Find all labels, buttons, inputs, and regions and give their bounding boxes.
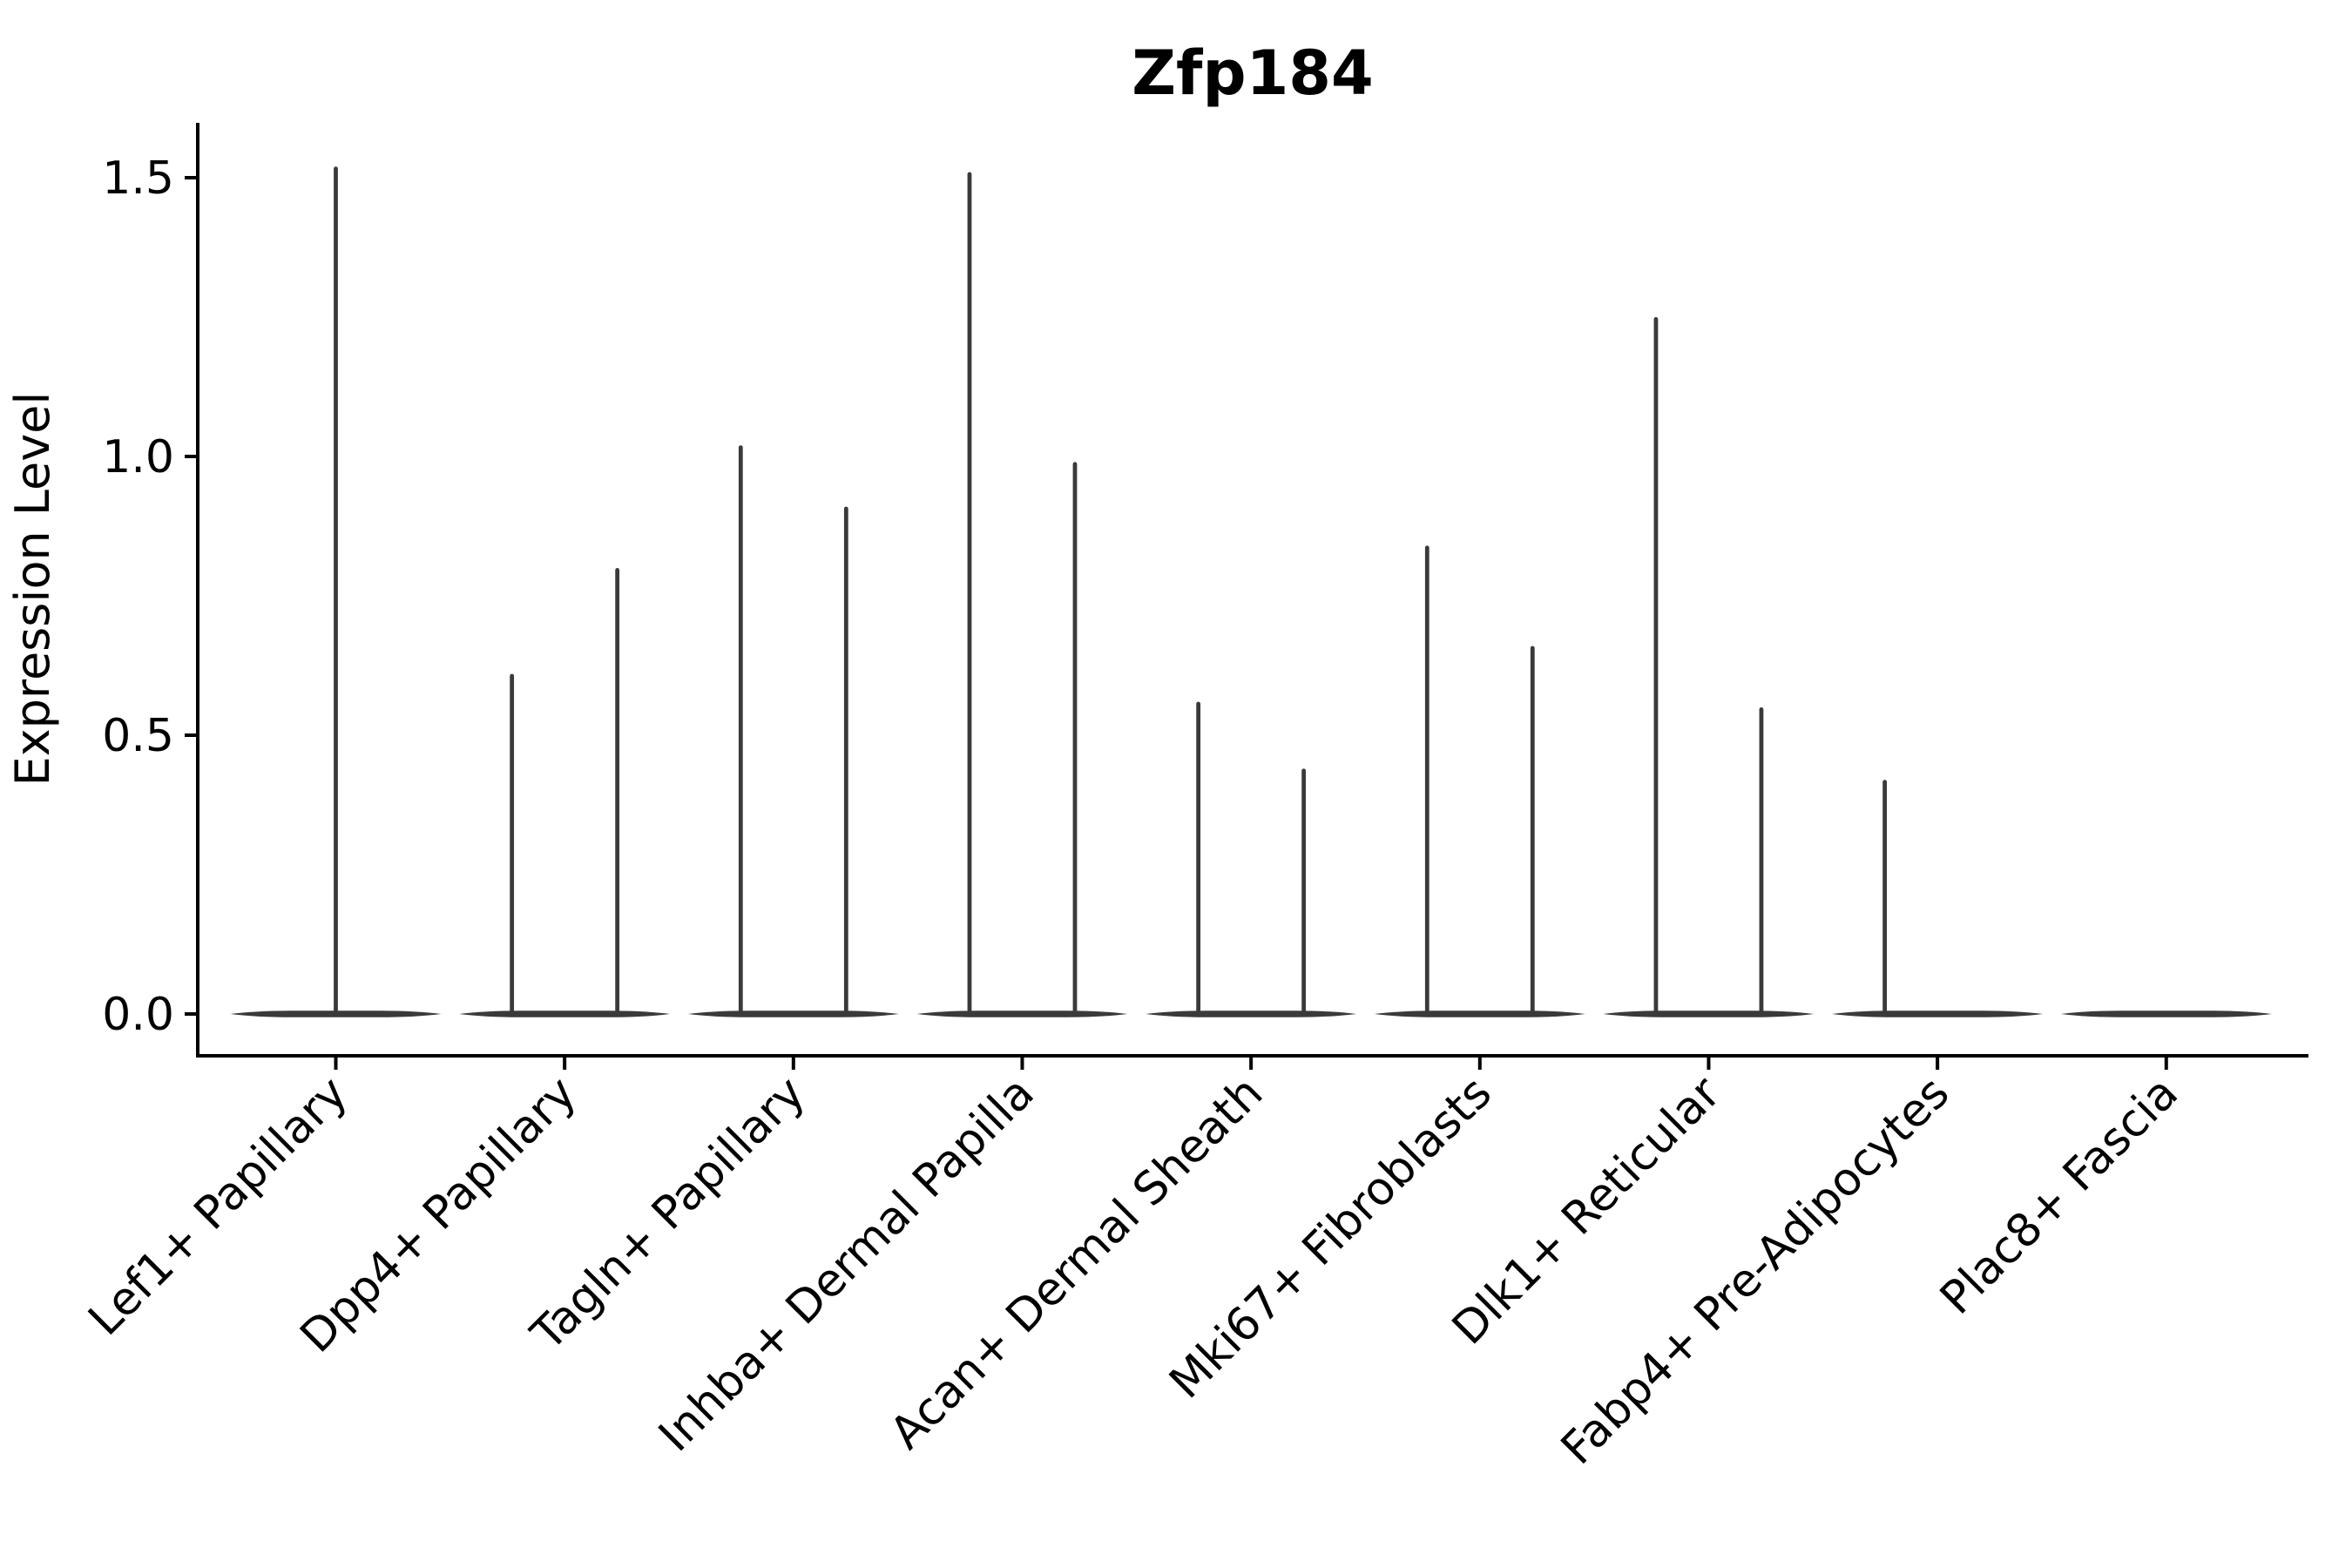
axes: 0.0 0.5 1.0 1.5	[102, 123, 2308, 1070]
violin-spike	[738, 445, 743, 1014]
violin-baseline	[459, 1010, 671, 1017]
x-tick-label: Acan+ Dermal Sheath	[881, 1067, 1274, 1460]
y-tick-label: 0.5	[102, 710, 174, 762]
y-axis-label: Expression Level	[5, 392, 60, 787]
violin-spike	[1072, 462, 1078, 1014]
y-tick-label: 1.0	[102, 431, 174, 483]
violin-spike	[967, 172, 972, 1015]
violin-spike	[615, 568, 620, 1014]
axis-spines	[196, 123, 2308, 1058]
violins	[230, 166, 2272, 1017]
violin-baseline	[2060, 1010, 2272, 1017]
violin-baseline	[1832, 1010, 2044, 1017]
x-tick-label: Plac8+ Fascia	[1930, 1067, 2188, 1325]
x-tick-label: Fabp4+ Pre-Adipocytes	[1551, 1067, 1959, 1475]
violin-baseline	[916, 1010, 1128, 1017]
violin-spike	[1196, 701, 1201, 1014]
violin-spike	[1301, 768, 1307, 1014]
y-tick-label: 1.5	[102, 152, 174, 205]
y-tick-label: 0.0	[102, 989, 174, 1041]
violin-baseline	[1146, 1010, 1357, 1017]
violin-spike	[334, 166, 338, 1014]
violin-baseline	[687, 1010, 899, 1017]
violin-baseline	[1603, 1010, 1815, 1017]
violin-baseline	[1374, 1010, 1585, 1017]
violin-spike	[843, 506, 848, 1014]
violin-spike	[1882, 780, 1888, 1014]
chart-title: Zfp184	[1132, 37, 1373, 109]
violin-spike	[1424, 545, 1429, 1014]
violin-spike	[1759, 707, 1764, 1014]
violin-spike	[1653, 317, 1659, 1014]
violin-spike	[1530, 645, 1535, 1014]
x-tick-label: Inhba+ Dermal Papilla	[649, 1067, 1044, 1462]
violin-spike	[510, 673, 515, 1014]
